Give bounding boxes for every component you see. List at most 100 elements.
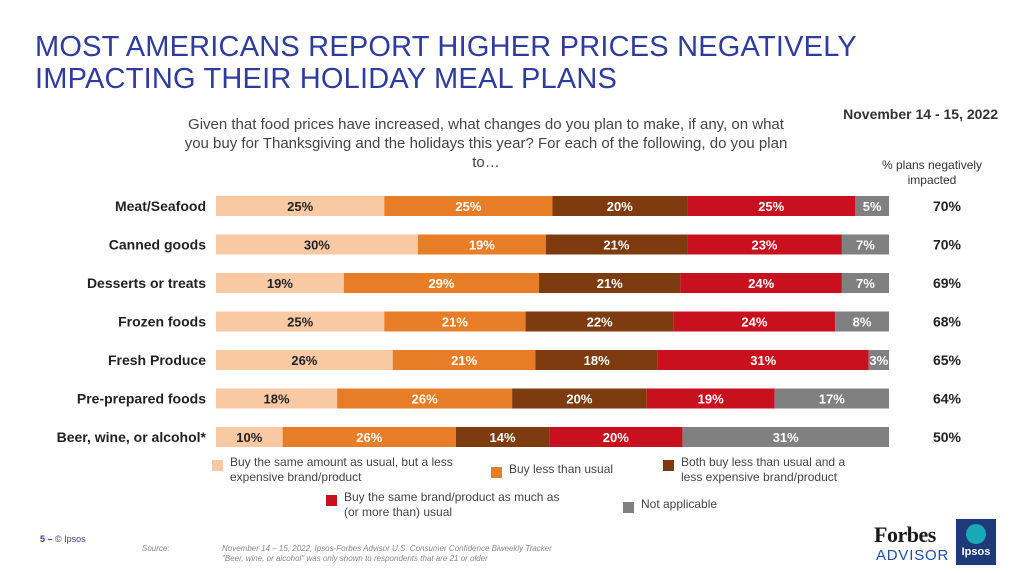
legend-swatch — [491, 467, 502, 478]
negatively-impacted-value: 68% — [933, 314, 962, 330]
survey-date: November 14 - 15, 2022 — [843, 106, 998, 122]
negatively-impacted-value: 65% — [933, 352, 962, 368]
data-label: 5% — [863, 199, 882, 214]
category-label-desserts-or-treats: Desserts or treats — [87, 275, 206, 291]
legend-item-less-expensive: Buy the same amount as usual, but a less… — [212, 455, 472, 485]
bar-segment — [680, 273, 842, 293]
data-label: 20% — [607, 199, 633, 214]
data-label: 18% — [584, 353, 610, 368]
bar-segment — [216, 350, 393, 370]
data-label: 21% — [451, 353, 477, 368]
data-label: 26% — [356, 430, 382, 445]
data-label: 23% — [751, 238, 777, 253]
bar-segment — [535, 350, 658, 370]
forbes-advisor-logo: Forbes ADVISOR — [874, 522, 958, 566]
negatively-impacted-value: 69% — [933, 275, 962, 291]
bar-segment — [455, 427, 550, 447]
bar-segment — [841, 234, 889, 255]
data-label: 14% — [490, 430, 516, 445]
bar-segment — [682, 427, 889, 447]
data-label: 26% — [291, 353, 317, 368]
negatively-impacted-value: 70% — [933, 237, 962, 253]
bar-segment — [525, 311, 674, 332]
copyright: © Ipsos — [55, 534, 86, 544]
data-label: 19% — [698, 392, 724, 407]
bar-segment — [384, 311, 526, 332]
bar-segment — [841, 273, 889, 293]
legend-swatch — [663, 460, 674, 471]
category-label-pre-prepared-foods: Pre-prepared foods — [77, 391, 206, 407]
data-label: 20% — [603, 430, 629, 445]
bar-segment — [282, 427, 456, 447]
bar-segment — [216, 311, 385, 332]
bar-segment — [835, 311, 889, 332]
bar-segment — [216, 196, 385, 216]
legend-label: Buy less than usual — [509, 462, 614, 476]
data-label: 8% — [853, 315, 872, 330]
bar-segment — [343, 273, 540, 293]
data-label: 31% — [773, 430, 799, 445]
data-label: 29% — [428, 276, 454, 291]
data-label: 19% — [267, 276, 293, 291]
legend-label: Not applicable — [641, 497, 718, 511]
source-text: November 14 – 15, 2022, Ipsos-Forbes Adv… — [222, 544, 552, 564]
data-label: 21% — [597, 276, 623, 291]
bar-segment — [868, 350, 889, 370]
bar-segment — [216, 234, 418, 255]
category-label-fresh-produce: Fresh Produce — [108, 352, 206, 368]
legend-label: Both buy less than usual and a less expe… — [681, 455, 846, 484]
bar-segment — [855, 196, 889, 216]
legend-swatch — [623, 502, 634, 513]
bar-segment — [392, 350, 536, 370]
data-label: 31% — [750, 353, 776, 368]
pct-negatively-impacted-header: % plans negatively impacted — [881, 158, 983, 187]
data-label: 25% — [287, 315, 313, 330]
legend-swatch — [212, 460, 223, 471]
data-label: 21% — [603, 238, 629, 253]
negatively-impacted-value: 64% — [933, 391, 962, 407]
bar-segment — [687, 196, 856, 216]
stacked-bar-chart: Meat/Seafood 25% 25% 20% 25% 5% 70% Canned good… — [57, 196, 962, 447]
data-label: 20% — [566, 392, 592, 407]
category-label-canned-goods: Canned goods — [109, 237, 206, 253]
page-footer: 5 – © Ipsos — [40, 534, 86, 544]
legend-item-not-applicable: Not applicable — [623, 497, 773, 513]
category-label-frozen-foods: Frozen foods — [118, 314, 206, 330]
bar-segment — [216, 427, 283, 447]
bar-segment — [539, 273, 681, 293]
survey-question: Given that food prices have increased, w… — [184, 116, 788, 171]
forbes-wordmark: Forbes — [874, 522, 936, 547]
data-label: 25% — [287, 199, 313, 214]
negatively-impacted-value: 50% — [933, 429, 962, 445]
data-label: 25% — [455, 199, 481, 214]
slide-title: MOST AMERICANS REPORT HIGHER PRICES NEGA… — [35, 31, 857, 95]
legend-label: Buy the same brand/product as much as (o… — [344, 490, 560, 519]
ipsos-wordmark: Ipsos — [961, 546, 991, 558]
data-label: 30% — [304, 238, 330, 253]
data-label: 21% — [442, 315, 468, 330]
bar-segment — [673, 311, 836, 332]
data-label: 26% — [412, 392, 438, 407]
data-label: 18% — [264, 392, 290, 407]
source-note: "Beer, wine, or alcohol" was only shown … — [222, 554, 488, 563]
bar-segment — [417, 234, 546, 255]
data-label: 7% — [856, 276, 875, 291]
data-label: 3% — [869, 353, 888, 368]
legend-item-both: Both buy less than usual and a less expe… — [663, 455, 863, 485]
data-label: 19% — [469, 238, 495, 253]
page-number: 5 – — [40, 534, 53, 544]
bar-segment — [646, 388, 775, 409]
category-label-beer-wine-or-alcohol: Beer, wine, or alcohol* — [57, 429, 207, 445]
bar-segment — [657, 350, 869, 370]
data-label: 25% — [758, 199, 784, 214]
bar-segment — [545, 234, 688, 255]
bar-segment — [774, 388, 889, 409]
legend-swatch — [326, 495, 337, 506]
bar-segment — [337, 388, 513, 409]
advisor-wordmark: ADVISOR — [876, 547, 950, 564]
legend-item-same-brand: Buy the same brand/product as much as (o… — [326, 490, 576, 520]
data-label: 10% — [236, 430, 262, 445]
data-label: 22% — [587, 315, 613, 330]
bar-segment — [549, 427, 683, 447]
data-label: 24% — [748, 276, 774, 291]
